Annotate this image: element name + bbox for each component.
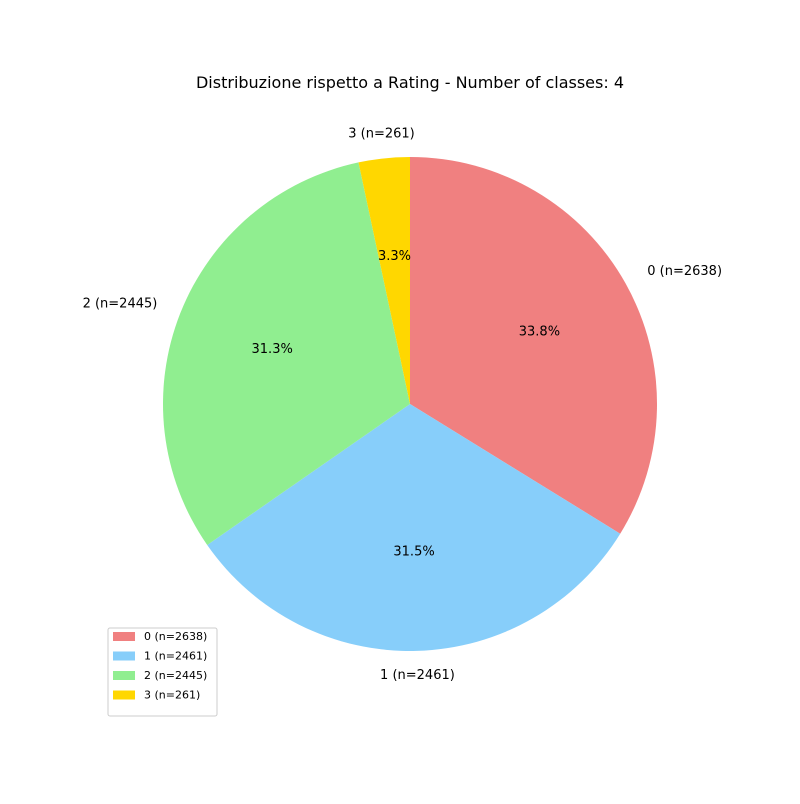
pie-slice-1	[207, 404, 621, 651]
pie-pct-label-1: 31.5%	[393, 545, 434, 560]
legend-label-2: 2 (n=2445)	[144, 669, 207, 682]
pie-pct-label-0: 33.8%	[519, 324, 560, 339]
legend-swatch-3	[113, 690, 135, 700]
legend: 0 (n=2638) 1 (n=2461) 2 (n=2445) 3 (n=261)	[107, 627, 218, 717]
legend-label-1: 1 (n=2461)	[144, 650, 207, 663]
pie-pct-label-3: 3.3%	[378, 249, 411, 264]
pie-labels: 33.8% 0 (n=2638) 31.5% 1 (n=2461) 31.3% 2 (n=…	[83, 126, 722, 683]
legend-swatch-2	[113, 671, 135, 680]
legend-frame	[107, 627, 218, 717]
pie-pct-label-2: 31.3%	[252, 342, 293, 357]
pie-outer-label-3: 3 (n=261)	[348, 126, 415, 141]
pie-outer-label-1: 1 (n=2461)	[380, 668, 455, 683]
pie-outer-label-0: 0 (n=2638)	[647, 264, 722, 279]
legend-swatch-1	[113, 651, 135, 661]
pie-outer-label-2: 2 (n=2445)	[83, 297, 158, 312]
legend-label-0: 0 (n=2638)	[144, 630, 207, 643]
pie-slice-3	[358, 157, 410, 404]
legend-label-3: 3 (n=261)	[144, 689, 200, 702]
pie-slice-2	[163, 162, 410, 546]
pie-slice-0	[410, 157, 657, 534]
chart-title: Distribuzione rispetto a Rating - Number…	[196, 73, 624, 92]
legend-swatch-0	[113, 632, 135, 641]
pie-slices	[163, 157, 657, 651]
